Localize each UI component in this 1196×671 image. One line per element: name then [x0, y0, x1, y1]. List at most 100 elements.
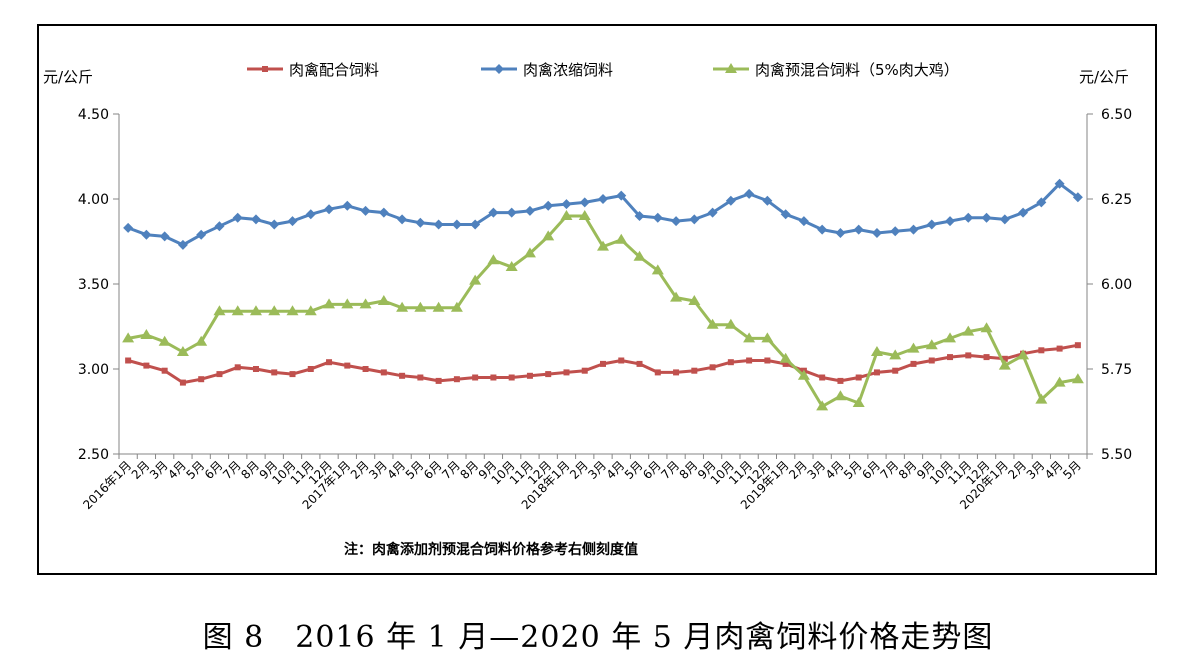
data-point-premix-feed — [1071, 373, 1084, 384]
data-point-premix-feed — [414, 301, 427, 312]
line-chart: 肉禽配合饲料 肉禽浓缩饲料 肉禽预混合饲料（5%肉大鸡） 元/公斤 元/公斤 4… — [43, 61, 1132, 558]
legend-label-concentrate-feed: 肉禽浓缩饲料 — [523, 61, 613, 79]
data-point-concentrate-feed — [798, 216, 809, 227]
data-point-premix-feed — [578, 210, 591, 220]
data-point-meal-feed — [965, 352, 972, 359]
data-point-premix-feed — [341, 298, 354, 309]
data-point-concentrate-feed — [689, 214, 700, 225]
data-point-premix-feed — [816, 400, 829, 411]
data-point-concentrate-feed — [397, 214, 408, 225]
data-point-premix-feed — [797, 369, 810, 380]
data-point-meal-feed — [1001, 355, 1008, 362]
data-point-premix-feed — [231, 305, 244, 316]
left-axis-unit: 元/公斤 — [43, 68, 93, 86]
data-point-concentrate-feed — [762, 195, 773, 206]
data-point-premix-feed — [450, 301, 463, 312]
data-point-meal-feed — [837, 377, 844, 384]
data-point-premix-feed — [651, 264, 664, 275]
data-point-premix-feed — [633, 250, 646, 261]
data-point-meal-feed — [307, 366, 314, 372]
data-point-premix-feed — [140, 329, 153, 339]
data-point-meal-feed — [326, 359, 333, 366]
data-point-concentrate-feed — [360, 205, 371, 216]
data-point-meal-feed — [673, 369, 680, 376]
data-point-premix-feed — [213, 305, 226, 316]
data-point-meal-feed — [873, 369, 880, 376]
data-point-premix-feed — [542, 230, 555, 241]
data-point-meal-feed — [691, 367, 698, 374]
data-point-concentrate-feed — [707, 207, 718, 218]
x-axis-tick-label: 5月 — [1060, 458, 1084, 482]
data-point-concentrate-feed — [853, 224, 864, 235]
data-point-concentrate-feed — [652, 212, 663, 223]
data-point-concentrate-feed — [305, 209, 316, 220]
data-point-concentrate-feed — [177, 239, 188, 250]
legend-item-meal-feed: 肉禽配合饲料 — [247, 61, 379, 79]
data-point-meal-feed — [928, 357, 935, 364]
right-axis-tick-label: 5.50 — [1101, 447, 1132, 463]
data-point-concentrate-feed — [470, 219, 481, 230]
data-point-concentrate-feed — [744, 188, 755, 199]
data-point-meal-feed — [179, 379, 186, 386]
data-point-premix-feed — [523, 247, 536, 258]
data-point-meal-feed — [289, 371, 296, 378]
data-point-meal-feed — [344, 362, 351, 369]
data-point-premix-feed — [1017, 349, 1030, 360]
data-point-concentrate-feed — [963, 212, 974, 223]
data-point-meal-feed — [234, 364, 241, 371]
data-point-concentrate-feed — [123, 222, 134, 233]
data-point-concentrate-feed — [250, 214, 261, 225]
data-point-concentrate-feed — [671, 216, 682, 227]
data-point-meal-feed — [782, 360, 789, 367]
data-point-concentrate-feed — [196, 229, 207, 240]
data-point-premix-feed — [907, 342, 920, 353]
data-point-premix-feed — [670, 291, 683, 302]
data-point-premix-feed — [268, 305, 281, 316]
data-point-meal-feed — [435, 377, 442, 384]
data-point-meal-feed — [472, 374, 479, 381]
data-point-concentrate-feed — [945, 216, 956, 227]
data-point-concentrate-feed — [598, 194, 608, 204]
legend-label-premix-feed: 肉禽预混合饲料（5%肉大鸡） — [755, 61, 959, 79]
series-premix-feed — [122, 210, 1084, 411]
data-point-concentrate-feed — [378, 207, 389, 218]
data-point-premix-feed — [1035, 393, 1048, 404]
data-point-meal-feed — [618, 357, 625, 364]
data-point-premix-feed — [944, 332, 957, 343]
legend: 肉禽配合饲料 肉禽浓缩饲料 肉禽预混合饲料（5%肉大鸡） — [247, 61, 959, 79]
data-point-concentrate-feed — [232, 212, 243, 223]
data-point-premix-feed — [724, 318, 737, 329]
data-point-meal-feed — [563, 369, 570, 376]
data-point-premix-feed — [925, 339, 938, 350]
legend-item-concentrate-feed: 肉禽浓缩饲料 — [481, 61, 613, 79]
data-point-concentrate-feed — [214, 221, 225, 232]
data-point-meal-feed — [983, 354, 990, 361]
data-point-concentrate-feed — [1054, 178, 1065, 189]
data-point-premix-feed — [743, 332, 756, 343]
data-point-meal-feed — [271, 369, 278, 376]
data-point-meal-feed — [764, 357, 771, 364]
data-point-concentrate-feed — [616, 190, 627, 201]
data-point-meal-feed — [600, 360, 606, 367]
data-point-concentrate-feed — [488, 207, 499, 218]
data-point-concentrate-feed — [506, 207, 517, 218]
data-point-concentrate-feed — [634, 211, 645, 221]
data-point-concentrate-feed — [324, 204, 335, 215]
data-point-premix-feed — [304, 305, 317, 316]
data-point-meal-feed — [143, 362, 150, 369]
data-point-premix-feed — [779, 352, 792, 363]
data-point-premix-feed — [158, 335, 171, 346]
data-point-premix-feed — [615, 233, 628, 244]
legend-marker-concentrate-feed — [494, 64, 504, 74]
data-point-meal-feed — [545, 371, 552, 378]
series-concentrate-feed — [123, 178, 1083, 250]
data-point-meal-feed — [508, 374, 515, 381]
data-point-concentrate-feed — [269, 219, 280, 230]
data-point-premix-feed — [487, 254, 500, 265]
right-axis-tick-label: 5.75 — [1101, 362, 1132, 378]
data-point-meal-feed — [727, 359, 734, 366]
data-point-premix-feed — [889, 349, 902, 360]
data-point-concentrate-feed — [780, 209, 791, 220]
data-point-premix-feed — [1053, 376, 1066, 387]
data-point-concentrate-feed — [561, 199, 572, 210]
